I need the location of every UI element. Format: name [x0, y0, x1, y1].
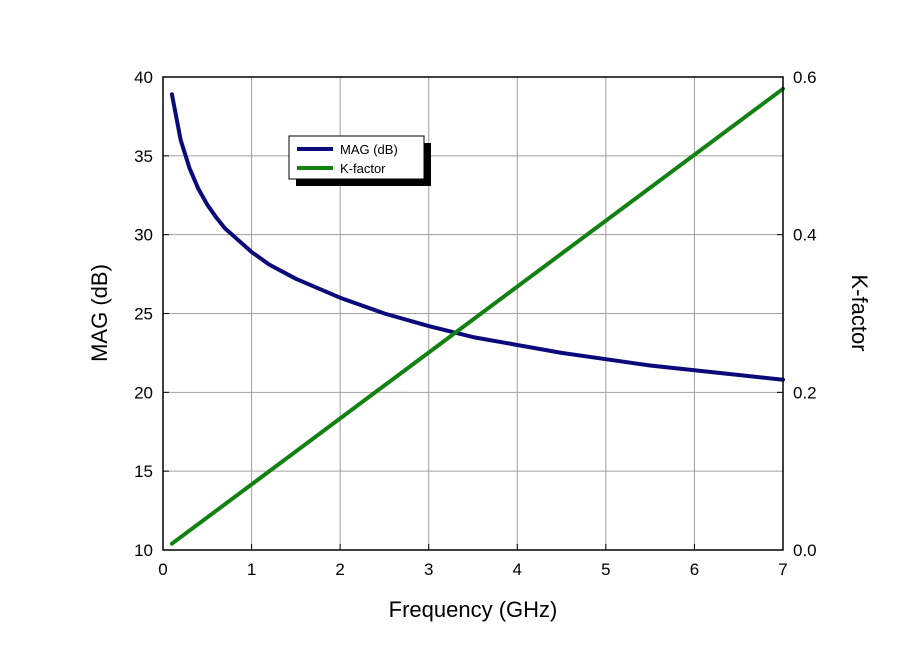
y-left-axis-ticks: 10 15 20 25 30 35 40: [134, 68, 169, 560]
y-left-axis-title: MAG (dB): [87, 264, 112, 362]
x-tick-label: 6: [690, 560, 699, 579]
x-tick-label: 2: [335, 560, 344, 579]
x-tick-label: 4: [513, 560, 522, 579]
y-left-tick-label: 20: [134, 383, 153, 402]
series-layer: [169, 86, 785, 546]
x-tick-label: 7: [778, 560, 787, 579]
y-right-tick-label: 0.2: [793, 383, 817, 402]
legend-label-kfactor: K-factor: [340, 161, 386, 176]
x-tick-label: 5: [601, 560, 610, 579]
grid: [162, 76, 784, 551]
x-tick-label: 3: [424, 560, 433, 579]
x-tick-label: 0: [158, 560, 167, 579]
x-tick-label: 1: [247, 560, 256, 579]
y-left-tick-label: 10: [134, 541, 153, 560]
y-right-axis-title: K-factor: [847, 274, 872, 351]
x-axis-title: Frequency (GHz): [389, 597, 558, 622]
y-right-tick-label: 0.0: [793, 541, 817, 560]
y-left-tick-label: 25: [134, 305, 153, 324]
legend-label-mag: MAG (dB): [340, 142, 398, 157]
x-axis-ticks: 0 1 2 3 4 5 6 7: [158, 544, 788, 579]
legend-box: [288, 135, 425, 180]
y-left-tick-label: 15: [134, 462, 153, 481]
y-left-tick-label: 30: [134, 226, 153, 245]
series-line-mag: [169, 92, 785, 382]
y-left-tick-label: 35: [134, 147, 153, 166]
y-left-tick-label: 40: [134, 68, 153, 87]
series-line-kfactor: [169, 86, 785, 546]
y-right-tick-label: 0.4: [793, 226, 817, 245]
y-right-tick-label: 0.6: [793, 68, 817, 87]
legend: MAG (dB) K-factor: [288, 135, 431, 186]
y-right-axis-ticks: 0.0 0.2 0.4 0.6: [777, 68, 817, 560]
